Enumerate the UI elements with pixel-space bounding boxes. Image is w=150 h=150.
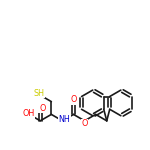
Text: O: O [39, 103, 45, 112]
Text: SH: SH [34, 89, 45, 98]
Text: OH: OH [22, 109, 34, 118]
Text: NH: NH [58, 115, 70, 124]
Text: O: O [70, 95, 77, 104]
Text: O: O [81, 119, 88, 128]
